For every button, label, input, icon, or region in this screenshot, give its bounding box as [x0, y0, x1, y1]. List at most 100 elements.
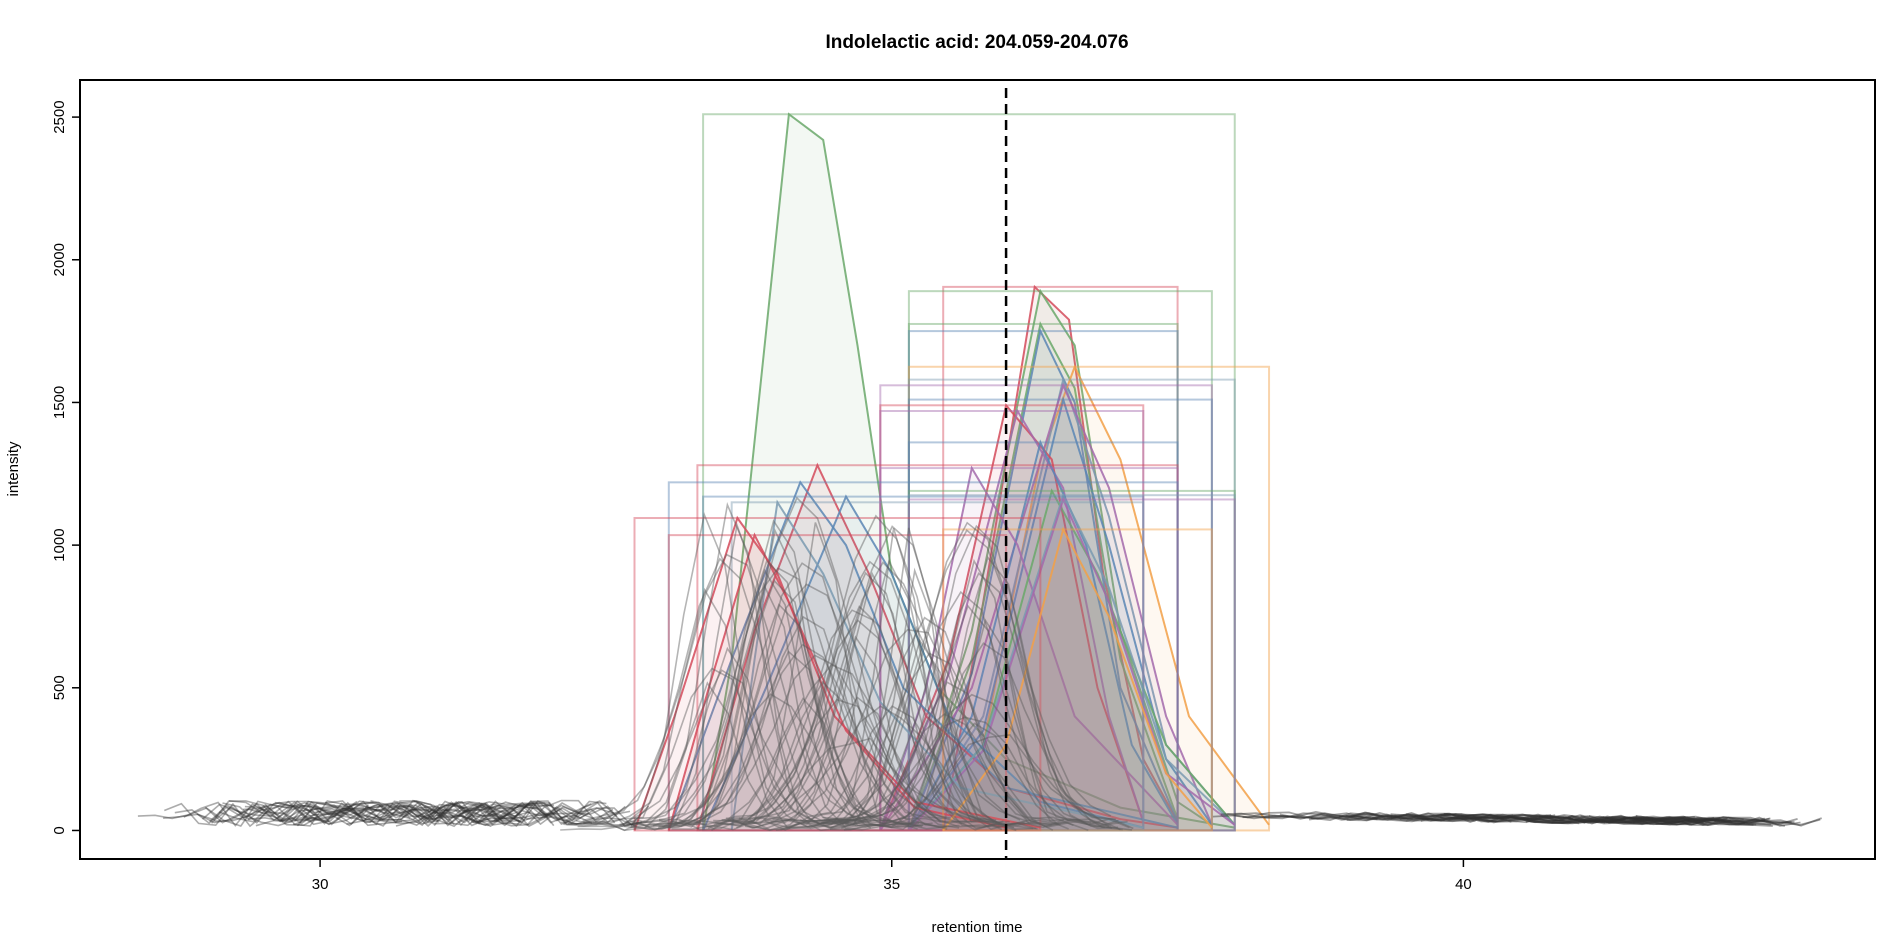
baseline-trace	[1346, 812, 1512, 823]
baseline-trace	[1549, 815, 1715, 826]
baseline-trace	[1555, 816, 1721, 823]
raw-trace	[770, 567, 1059, 829]
baseline-trace	[1348, 812, 1514, 822]
raw-trace	[829, 558, 1119, 831]
raw-trace	[687, 663, 976, 826]
peak-trace	[730, 499, 1144, 831]
baseline-trace	[493, 805, 650, 827]
baseline-trace	[1386, 814, 1552, 821]
baseline-trace	[1227, 811, 1392, 822]
peak-box	[942, 285, 1179, 832]
raw-trace	[832, 524, 1121, 831]
raw-trace	[659, 615, 948, 830]
peak-box	[702, 113, 1236, 832]
peaks-layer	[633, 112, 1271, 832]
baseline-trace	[1399, 813, 1565, 823]
y-tick-label: 0	[51, 826, 68, 834]
raw-trace	[563, 681, 852, 829]
baseline-trace	[243, 800, 398, 826]
peak-trace	[879, 408, 1145, 831]
raw-trace	[622, 559, 912, 829]
raw-trace	[780, 616, 1069, 831]
peak-group	[702, 494, 1145, 832]
baseline-trace	[1414, 812, 1580, 825]
baseline-trace	[1626, 816, 1792, 825]
baseline-trace	[364, 808, 520, 827]
baseline-trace	[341, 800, 497, 826]
baseline-trace	[1420, 813, 1586, 824]
raw-trace	[583, 646, 872, 832]
baseline-trace	[1497, 815, 1663, 824]
baseline-trace	[480, 803, 636, 827]
peak-trace	[702, 112, 1235, 831]
raw-trace	[575, 557, 865, 828]
baseline-trace	[459, 801, 616, 828]
peak-area	[880, 405, 1144, 831]
y-tick-label: 1500	[51, 386, 68, 419]
baseline-trace	[1591, 818, 1757, 826]
peak-area	[908, 499, 1235, 831]
baseline-trace	[370, 800, 526, 828]
raw-trace	[634, 603, 924, 827]
peak-trace	[633, 515, 1041, 831]
raw-trace	[841, 618, 1130, 831]
peak-box	[667, 481, 1179, 832]
baseline-trace	[1491, 816, 1657, 824]
peak-trace	[907, 321, 1179, 831]
baseline-trace	[1530, 815, 1695, 825]
plot-frame	[79, 79, 1876, 860]
baseline-trace	[423, 801, 579, 826]
peak-box	[879, 467, 1179, 832]
peak-trace	[667, 480, 1178, 831]
y-tick-label: 2500	[51, 100, 68, 133]
raw-trace	[823, 604, 1113, 829]
raw-trace	[823, 521, 1112, 828]
baseline-trace	[1440, 812, 1606, 824]
peak-area	[908, 442, 1178, 831]
baseline-trace	[247, 804, 403, 827]
baseline-trace	[204, 800, 361, 824]
raw-trace	[843, 555, 1133, 831]
baseline-trace	[283, 802, 440, 824]
x-axis-label: retention time	[932, 919, 1023, 936]
baseline-trace	[1526, 818, 1692, 825]
raw-trace	[582, 553, 872, 829]
raw-trace	[705, 737, 994, 828]
raw-trace	[629, 518, 918, 830]
y-axis: 0 500 1000 1500 2000 2500	[51, 100, 80, 835]
baseline-trace	[1566, 815, 1732, 826]
peak-group	[667, 480, 1179, 832]
raw-trace	[678, 680, 967, 827]
baseline-trace	[1460, 814, 1626, 824]
peak-area	[908, 399, 1212, 831]
peak-trace	[908, 496, 1236, 832]
raw-trace	[620, 568, 909, 830]
peak-box	[907, 330, 1179, 832]
baseline-trace	[1580, 815, 1746, 826]
peak-trace	[879, 382, 1213, 832]
raw-trace	[772, 625, 1061, 826]
raw-trace	[630, 579, 919, 829]
baseline-trace	[436, 801, 592, 828]
baseline-trace	[293, 801, 450, 823]
raw-trace	[721, 571, 1010, 823]
baseline-trace	[395, 801, 551, 827]
raw-trace	[822, 529, 1112, 820]
raw-trace	[763, 628, 1052, 826]
baseline-trace	[1235, 811, 1401, 821]
raw-trace	[658, 643, 947, 828]
baseline-trace	[1483, 814, 1649, 825]
raw-trace	[644, 650, 933, 829]
peak-box	[696, 464, 1179, 832]
peak-area	[703, 496, 1144, 831]
peak-area	[908, 324, 1178, 831]
peak-box	[907, 441, 1179, 832]
raw-trace	[670, 654, 960, 829]
y-tick-label: 500	[51, 675, 68, 700]
baseline-trace	[137, 800, 293, 827]
raw-trace	[583, 502, 872, 832]
baseline-trace	[280, 801, 436, 827]
raw-trace	[736, 705, 1025, 829]
raw-trace	[802, 681, 1092, 827]
peak-area	[880, 411, 1144, 831]
